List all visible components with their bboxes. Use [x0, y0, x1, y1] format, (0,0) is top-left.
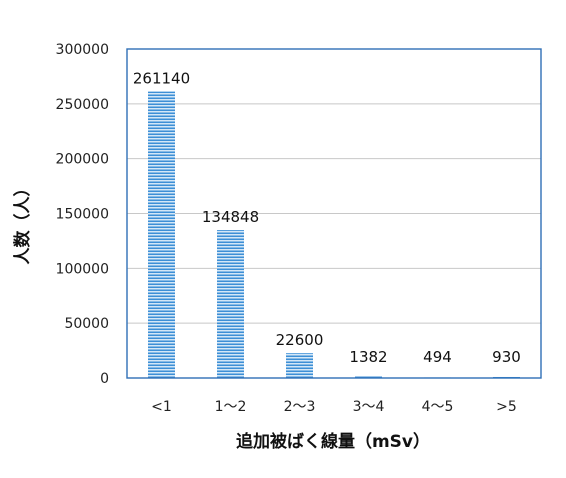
y-tick-labels: 0 50000 100000 150000 200000 250000 300000 [56, 42, 109, 387]
x-tick-label: 2～3 [284, 399, 316, 415]
y-tick-label: 200000 [56, 152, 109, 168]
y-tick-label: 300000 [56, 42, 109, 58]
y-tick-label: 150000 [56, 207, 109, 223]
x-tick-label: <1 [151, 399, 172, 415]
data-label: 22600 [276, 331, 324, 349]
bar [217, 230, 244, 378]
plot-frame [126, 48, 542, 379]
data-label: 1382 [349, 348, 387, 366]
data-label: 494 [423, 348, 452, 366]
data-label: 261140 [133, 70, 190, 88]
bar [148, 91, 175, 379]
x-tick-label: >5 [496, 399, 517, 415]
data-labels: 261140 134848 22600 1382 494 930 [133, 70, 521, 366]
data-label: 930 [492, 348, 521, 366]
bar [355, 376, 382, 378]
x-tick-labels: <1 1～2 2～3 3～4 4～5 >5 [151, 399, 517, 415]
y-axis-label: 人数（人） [12, 180, 33, 265]
y-tick-label: 50000 [64, 316, 109, 332]
y-tick-label: 250000 [56, 97, 109, 113]
x-tick-label: 4～5 [422, 399, 454, 415]
x-tick-label: 3～4 [353, 399, 385, 415]
x-axis-label: 追加被ばく線量（mSv） [236, 431, 430, 452]
bars [148, 91, 520, 379]
bar [286, 353, 313, 378]
x-tick-label: 1～2 [215, 399, 247, 415]
data-label: 134848 [202, 208, 259, 226]
y-tick-label: 100000 [56, 261, 109, 277]
y-tick-label: 0 [100, 371, 109, 387]
gridlines [127, 103, 541, 324]
